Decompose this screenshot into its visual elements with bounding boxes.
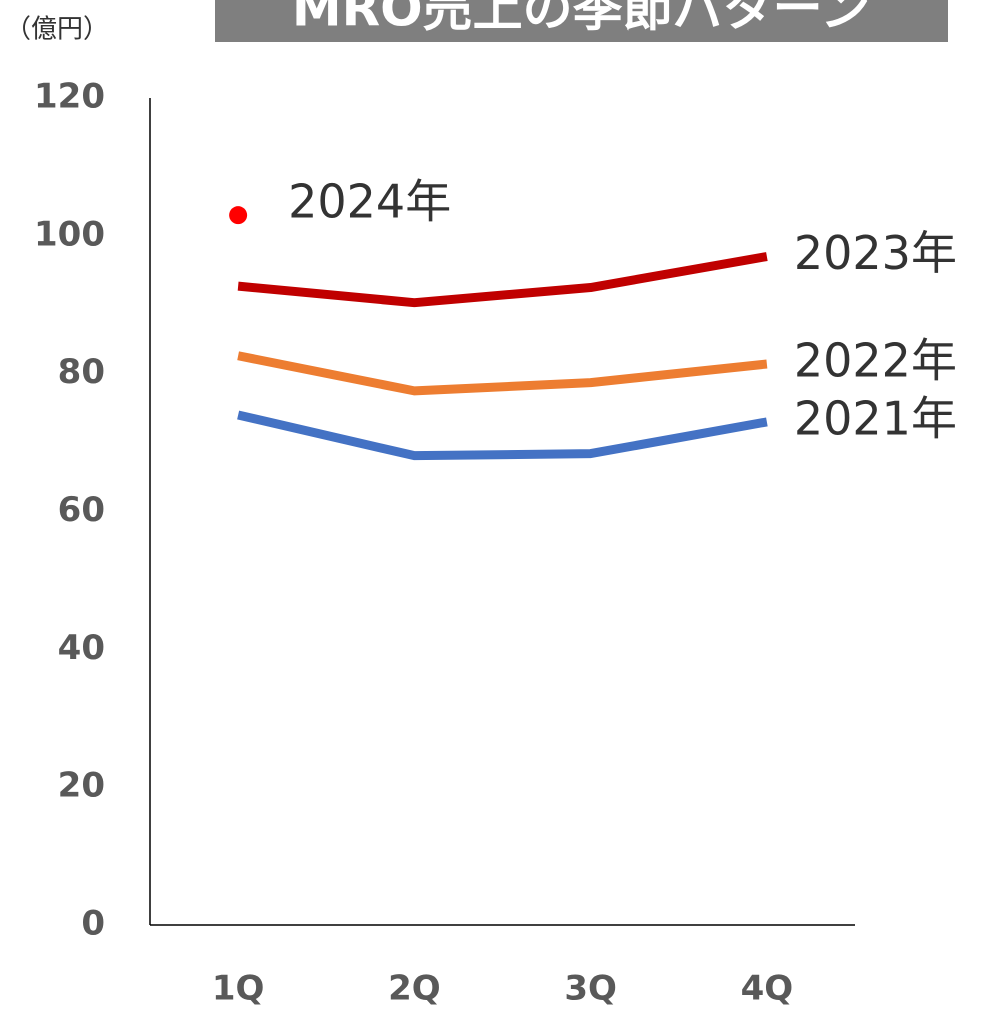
y-tick-label: 100 [34,214,105,254]
x-tick-label: 1Q [212,969,265,1009]
chart-title: MRO売上の季節パターン [292,0,870,38]
title-box [215,0,948,42]
data-point [229,206,248,225]
x-tick-label: 4Q [741,969,794,1009]
series-label: 2021年 [794,391,957,445]
y-tick-label: 0 [81,904,105,944]
series-line [237,410,768,461]
y-axis-label: （億円） [5,15,109,45]
y-tick-label: 120 [34,77,105,117]
y-tick-label: 20 [58,766,105,806]
y-tick-label: 40 [58,628,105,668]
series-line [237,252,768,308]
series-line [237,351,768,396]
x-tick-label: 3Q [564,969,617,1009]
x-tick-label: 2Q [388,969,441,1009]
series-label: 2023年 [794,226,957,280]
y-tick-label: 60 [58,490,105,530]
series-label: 2022年 [794,334,957,388]
y-tick-label: 80 [58,352,105,392]
series-label: 2024年 [288,175,451,229]
